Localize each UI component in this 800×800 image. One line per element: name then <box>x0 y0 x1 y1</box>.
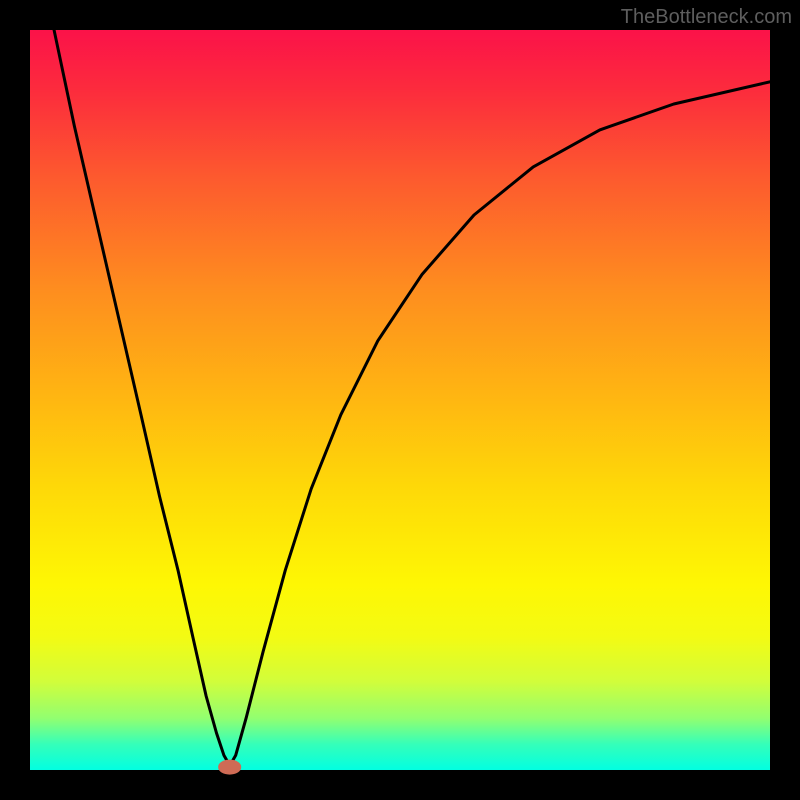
plot-area <box>30 30 770 770</box>
watermark-text: TheBottleneck.com <box>621 6 792 29</box>
optimum-marker <box>218 760 242 775</box>
chart-frame: TheBottleneck.com <box>0 0 800 800</box>
border-left <box>0 0 30 800</box>
border-right <box>770 0 800 800</box>
bottleneck-curve <box>30 30 770 770</box>
border-bottom <box>0 770 800 800</box>
